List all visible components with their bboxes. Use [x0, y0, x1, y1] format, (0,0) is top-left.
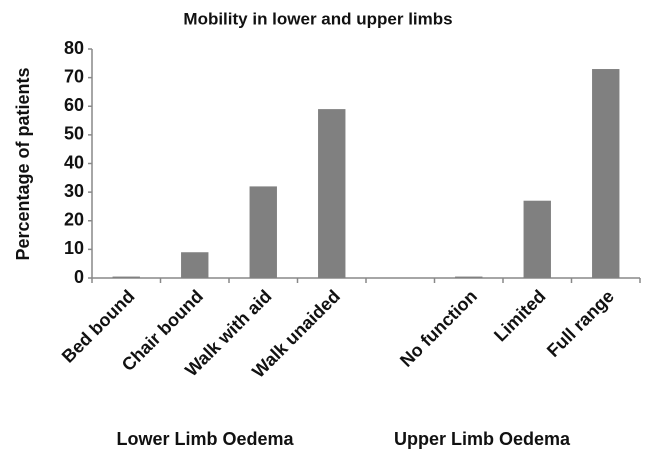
y-tick-label: 20: [64, 210, 84, 230]
y-tick-label: 60: [64, 95, 84, 115]
y-tick-label: 0: [74, 267, 84, 287]
bar: [181, 252, 209, 278]
bar: [112, 276, 140, 278]
y-tick-label: 10: [64, 238, 84, 258]
bar: [249, 186, 277, 278]
bar: [318, 109, 346, 278]
bar: [455, 276, 483, 278]
x-tick-label: Full range: [543, 286, 618, 361]
y-tick-label: 30: [64, 181, 84, 201]
y-tick-label: 80: [64, 38, 84, 58]
bar: [592, 69, 620, 278]
y-axis-label: Percentage of patients: [13, 67, 33, 260]
x-tick-label: No function: [396, 286, 481, 371]
y-tick-label: 50: [64, 124, 84, 144]
y-tick-label: 40: [64, 152, 84, 172]
group-label: Lower Limb Oedema: [116, 429, 294, 449]
x-tick-label: Limited: [490, 286, 549, 345]
chart-title: Mobility in lower and upper limbs: [183, 9, 452, 28]
group-label: Upper Limb Oedema: [394, 429, 571, 449]
y-tick-label: 70: [64, 66, 84, 86]
bar: [523, 200, 551, 278]
